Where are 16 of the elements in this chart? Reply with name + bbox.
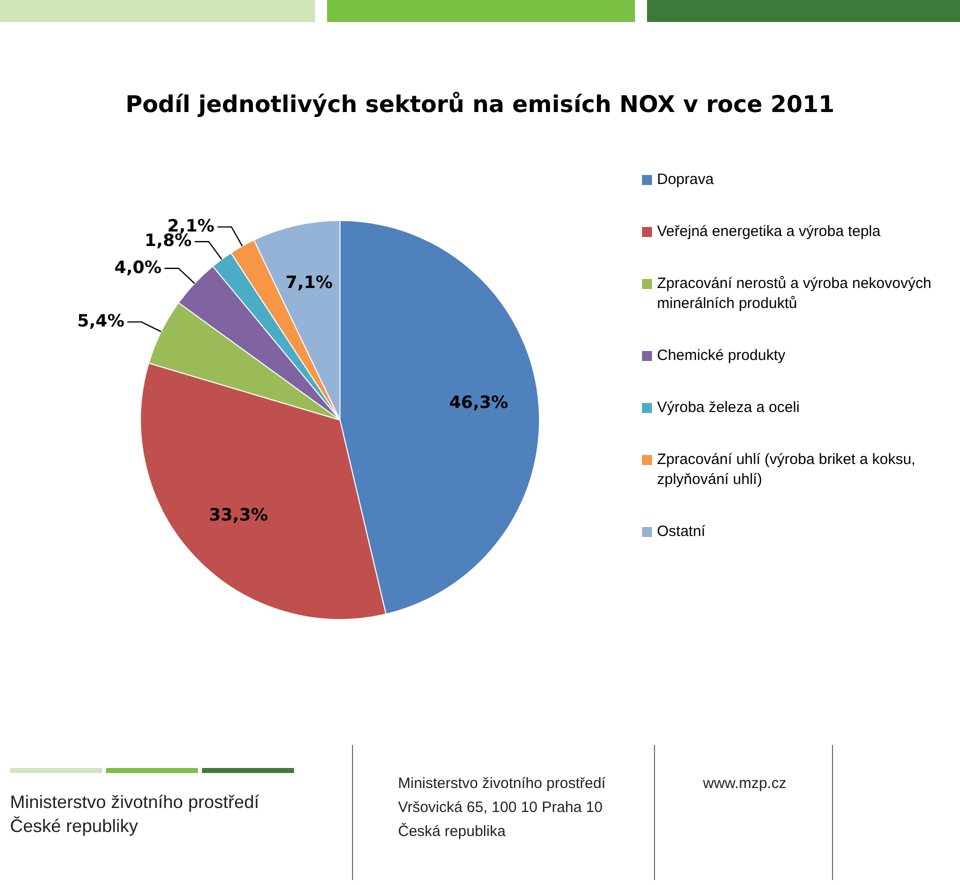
- legend-label: Zpracování nerostů a výroba nekovových minerálních produktů: [657, 274, 932, 314]
- text: Ministerstvo životního prostředí České republiky: [10, 791, 260, 838]
- legend-label: Doprava: [657, 170, 714, 190]
- chart-title: Podíl jednotlivých sektorů na emisích NOX v roce 2011: [124, 92, 836, 118]
- legend-label: Výroba železa a oceli: [657, 398, 800, 418]
- legend-label: Chemické produkty: [657, 346, 786, 366]
- text: Ministerstvo životního prostředí Vršovická 65, 100 10 Praha 10 Česká republika: [398, 774, 606, 842]
- legend-label: Veřejná energetika a výroba tepla: [657, 222, 880, 242]
- legend-label: Zpracování uhlí (výroba briket a koksu, zplyňování uhlí): [657, 450, 916, 490]
- legend-label: Ostatní: [657, 522, 706, 542]
- data-label: 33,3%: [209, 505, 268, 526]
- data-label: 5,4%: [77, 311, 124, 332]
- text: www.mzp.cz: [703, 774, 786, 794]
- data-label: 7,1%: [286, 273, 333, 294]
- data-label: 4,0%: [114, 258, 162, 278]
- data-label: 46,3%: [449, 393, 508, 414]
